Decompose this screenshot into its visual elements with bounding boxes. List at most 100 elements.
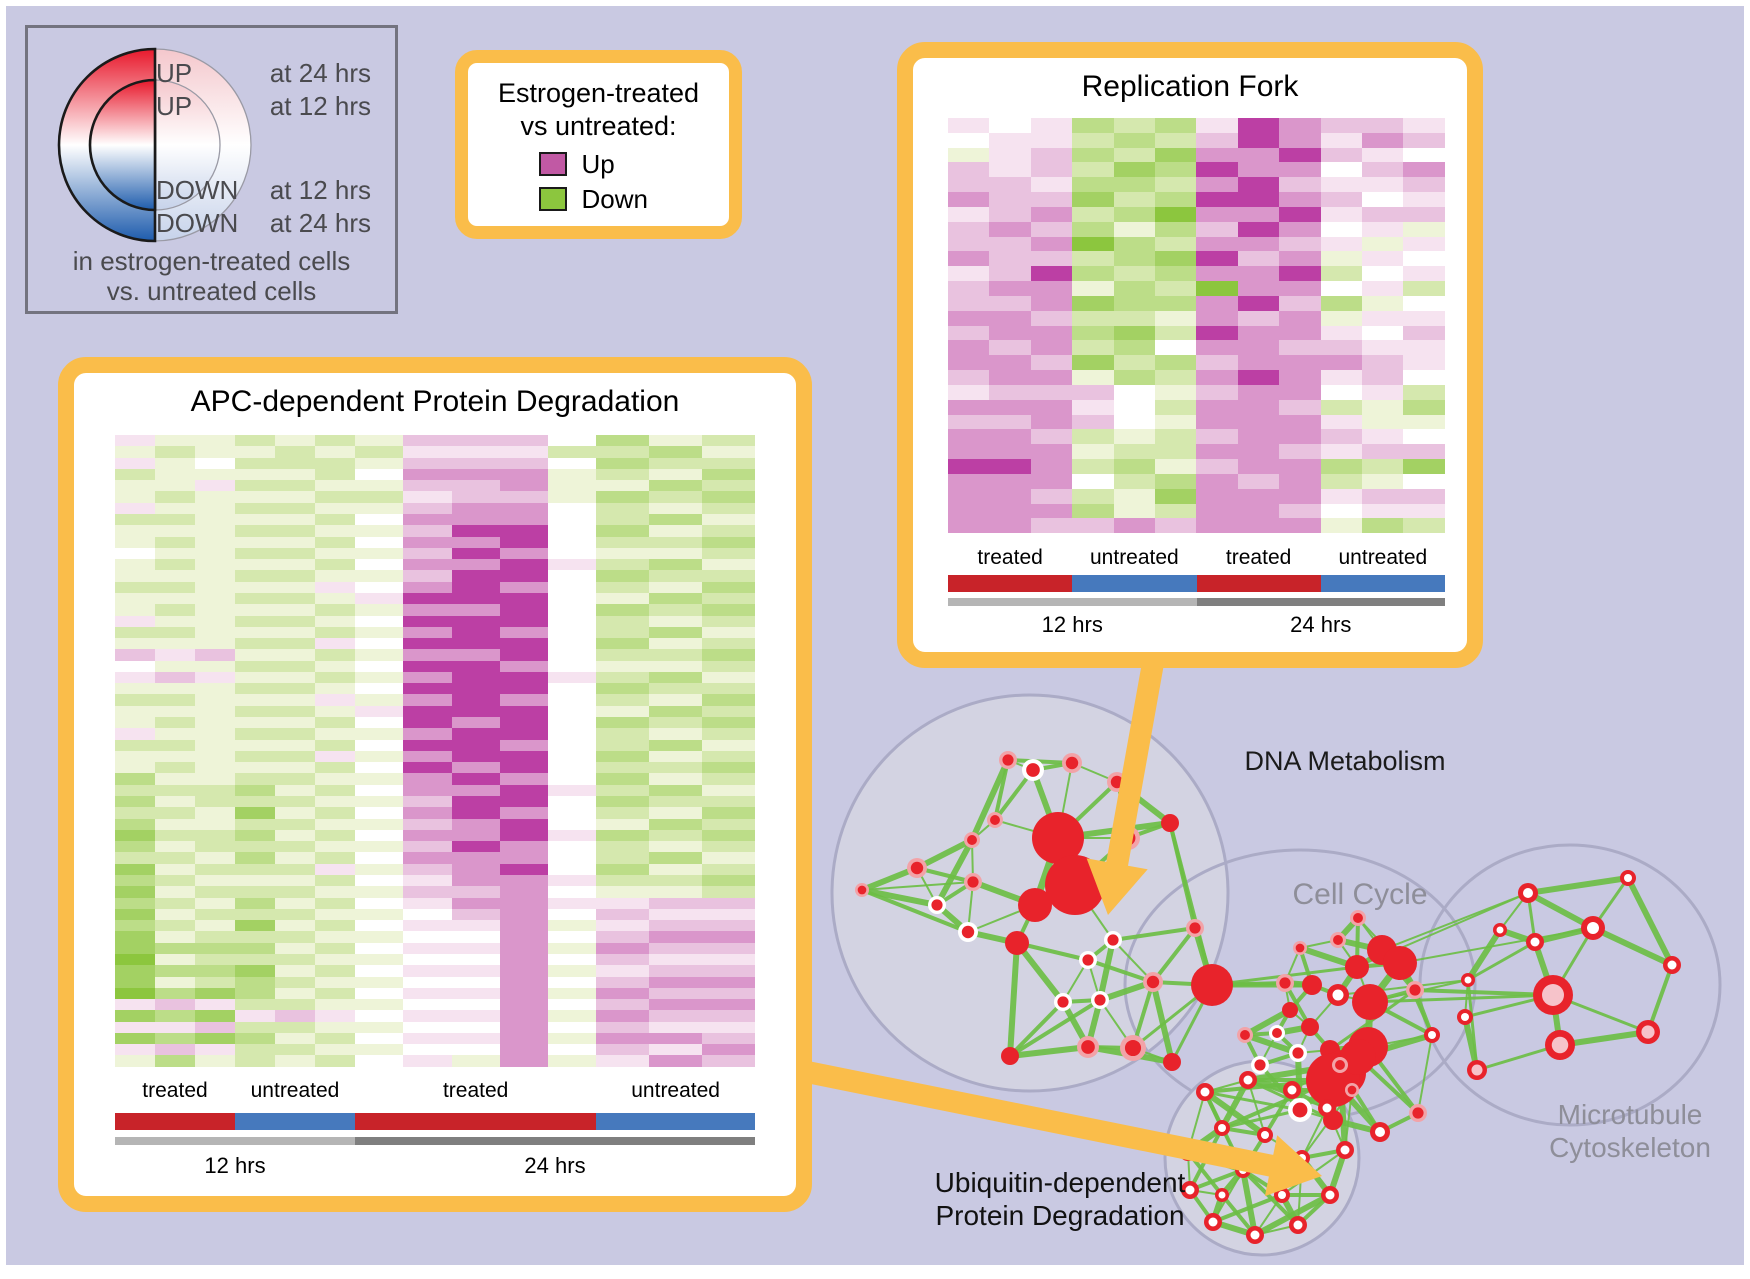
heatmap-cell <box>548 559 597 571</box>
heatmap-cell <box>499 953 548 966</box>
heatmap-row <box>948 147 1445 163</box>
heatmap-cell <box>1072 266 1114 282</box>
heatmap-cell <box>355 446 404 458</box>
heatmap-cell <box>195 694 235 706</box>
network-edge <box>1625 876 1675 967</box>
heatmap-cell <box>155 987 195 1000</box>
heatmap-cell <box>948 266 990 282</box>
heatmap-cell <box>702 807 755 819</box>
heatmap-cell <box>702 480 755 492</box>
heatmap-cell <box>649 626 703 639</box>
heatmap-row <box>948 488 1445 504</box>
cluster-label-microtubule-cytoskeleton: Microtubule Cytoskeleton <box>1495 1098 1750 1164</box>
heatmap-row <box>115 920 755 932</box>
heatmap-cell <box>499 491 548 503</box>
heatmap-cell <box>451 649 500 661</box>
heatmap-cell <box>275 807 315 819</box>
heatmap-cell <box>275 931 315 943</box>
heatmap-cell <box>451 728 500 740</box>
heatmap-cell <box>702 796 755 808</box>
heatmap-cell <box>115 480 155 492</box>
network-edge <box>1526 890 1595 931</box>
heatmap-cell <box>115 457 155 469</box>
key-row-down-24: DOWN at 24 hrs <box>28 208 395 238</box>
key-time-label: at 12 hrs <box>269 175 371 205</box>
heatmap-cell <box>235 468 275 481</box>
heatmap-cell <box>355 931 404 943</box>
heatmap-cell <box>315 897 355 909</box>
heatmap-cell <box>275 502 315 514</box>
heatmap-cell <box>155 728 195 740</box>
heatmap-cell <box>1155 295 1197 311</box>
heatmap-cell <box>1196 162 1238 178</box>
heatmap-cell <box>548 536 597 548</box>
heatmap-cell <box>155 513 195 526</box>
heatmap-cell <box>235 536 275 548</box>
heatmap-cell <box>355 581 404 593</box>
heatmap-cell <box>403 942 452 954</box>
heatmap-cell <box>115 1021 155 1033</box>
heatmap-cell <box>548 841 597 853</box>
heatmap-cell <box>596 987 650 1000</box>
heatmap-cell <box>195 480 235 492</box>
heatmap-cell <box>1403 147 1445 163</box>
heatmap-cell <box>702 570 755 582</box>
heatmap-cell <box>948 325 990 341</box>
heatmap-cell <box>702 615 755 627</box>
heatmap-cell <box>1196 206 1238 222</box>
heatmap-cell <box>235 1044 275 1056</box>
cluster-label-dna-metabolism: DNA Metabolism <box>1244 746 1446 776</box>
heatmap-cell <box>702 649 755 661</box>
network-node-donut-center <box>1551 1036 1569 1054</box>
heatmap-cell <box>315 502 355 514</box>
heatmap-row <box>115 841 755 853</box>
heatmap-cell <box>275 965 315 977</box>
heatmap-cell <box>155 818 195 830</box>
key-row-up-12: UP at 12 hrs <box>28 91 395 121</box>
heatmap-cell <box>403 863 452 875</box>
treatment-group-label: treated <box>142 1079 208 1102</box>
heatmap-cell <box>989 132 1031 148</box>
heatmap-cell <box>596 671 650 684</box>
heatmap-row <box>115 626 755 639</box>
heatmap-cell <box>1362 192 1404 207</box>
heatmap-cell <box>1362 473 1404 489</box>
heatmap-cell <box>235 942 275 954</box>
network-node-core <box>1353 913 1363 923</box>
heatmap-cell <box>596 976 650 988</box>
heatmap-cell <box>1279 221 1321 237</box>
heatmap-cell <box>155 480 195 492</box>
heatmap-cell <box>315 999 355 1011</box>
heatmap-cell <box>315 773 355 785</box>
heatmap-cell <box>1196 503 1238 519</box>
heatmap-cell <box>195 874 235 887</box>
heatmap-cell <box>451 717 500 729</box>
heatmap-cell <box>989 206 1031 222</box>
heatmap-cell <box>235 728 275 740</box>
heatmap-cell <box>155 1032 195 1045</box>
heatmap-cell <box>499 638 548 650</box>
heatmap-cell <box>275 480 315 492</box>
legend-item-down: Down <box>538 184 659 215</box>
heatmap-cell <box>235 987 275 1000</box>
heatmap-cell <box>499 615 548 627</box>
heatmap-cell <box>1155 206 1197 222</box>
heatmap-cell <box>989 236 1031 252</box>
heatmap-cell <box>275 762 315 774</box>
heatmap-cell <box>451 762 500 774</box>
heatmap-cell <box>155 1055 195 1067</box>
heatmap-cell <box>948 473 990 489</box>
heatmap-cell <box>1072 414 1114 430</box>
heatmap-cell <box>649 502 703 514</box>
heatmap-cell <box>1237 162 1280 178</box>
heatmap-cell <box>1030 414 1073 430</box>
network-node-donut-center <box>1278 1191 1286 1199</box>
heatmap-cell <box>115 1010 155 1022</box>
heatmap-cell <box>596 468 650 481</box>
heatmap-cell <box>948 236 990 252</box>
heatmap-cell <box>1362 266 1404 282</box>
heatmap-cell <box>155 897 195 909</box>
heatmap-cell <box>315 728 355 740</box>
heatmap-cell <box>1403 206 1445 222</box>
heatmap-cell <box>1030 459 1073 474</box>
